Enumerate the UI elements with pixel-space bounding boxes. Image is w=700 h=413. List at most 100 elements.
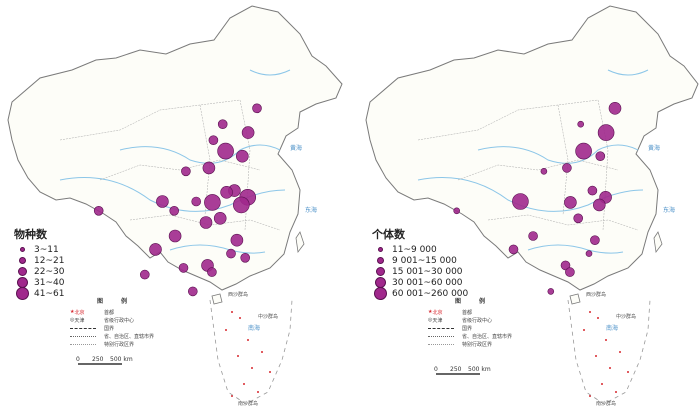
nine-dash-line	[567, 299, 651, 405]
sea-label: 南海	[248, 324, 260, 332]
sea-label: 南沙群岛	[238, 400, 258, 407]
individuals-legend: 个体数 11~9 000 9 001~15 000 15 001~30 000 …	[372, 226, 469, 300]
map-marker	[608, 102, 622, 115]
map-marker	[528, 231, 538, 241]
scale-label: 0	[434, 366, 438, 373]
map-marker	[213, 212, 227, 225]
species-map: 黄海 东海 南海 西沙群岛 中沙群岛 南沙群岛	[7, 5, 343, 407]
rivers	[417, 69, 649, 254]
key-row: 省、自治区、直辖市界	[428, 332, 518, 340]
map-marker	[540, 168, 548, 175]
hainan-island	[211, 293, 223, 305]
map-marker	[168, 229, 182, 243]
key-label: 国界	[462, 325, 473, 332]
key-label: 首都	[462, 309, 473, 316]
map-marker	[230, 233, 244, 247]
map-marker	[547, 288, 555, 295]
map-marker	[217, 119, 228, 129]
admin-symbol: ◎ 天津	[428, 317, 443, 324]
map-marker	[202, 161, 216, 175]
map-key: 图 例 ★ 北京 首都 ◎ 天津 省级行政中心 国界 省、自治区、直辖市界 特别行政区界	[428, 296, 518, 348]
nine-dash-line	[209, 299, 293, 405]
legend-row: 9 001~15 000	[372, 255, 468, 266]
taiwan-island	[653, 231, 663, 254]
markers-layer	[93, 103, 262, 297]
legend-row: 41~61	[14, 287, 65, 300]
individuals-map: 黄海 东海 南海 西沙群岛 中沙群岛 南沙群岛	[365, 5, 699, 407]
map-marker	[575, 142, 592, 160]
scale-label: 250	[92, 356, 104, 363]
legend-title: 个体数	[372, 228, 405, 241]
sea-label: 黄海	[648, 144, 660, 152]
map-marker	[241, 126, 255, 139]
map-marker	[208, 135, 219, 145]
map-marker	[252, 103, 262, 114]
hainan-island	[569, 293, 581, 305]
sea-islands	[583, 311, 629, 397]
legend-label: 31~40	[34, 277, 65, 288]
map-marker	[592, 198, 606, 212]
map-marker	[597, 124, 615, 141]
taiwan-island	[295, 231, 305, 254]
sea-label: 南沙群岛	[596, 400, 616, 407]
map-marker	[236, 149, 249, 163]
map-marker	[508, 244, 519, 255]
key-row: ◎ 天津 省级行政中心	[428, 316, 518, 324]
key-label: 国界	[104, 325, 115, 332]
key-row: ◎ 天津 省级行政中心	[70, 316, 160, 324]
map-marker	[140, 269, 150, 280]
scale-label: 500 km	[110, 356, 133, 363]
map-marker	[240, 252, 250, 263]
key-title: 图 例	[96, 298, 133, 305]
scale-label: 250	[450, 366, 462, 373]
key-label: 省、自治区、直辖市界	[462, 333, 513, 340]
legend-label: 41~61	[34, 288, 65, 299]
map-marker	[564, 196, 577, 209]
capital-symbol: ★ 北京	[428, 309, 443, 316]
key-label: 省级行政中心	[104, 317, 135, 324]
china-outline	[7, 5, 343, 291]
key-title: 图 例	[454, 298, 491, 305]
species-legend: 物种数 3~11 12~21 22~30 31~40 41~61	[14, 226, 65, 300]
legend-label: 3~11	[34, 244, 59, 255]
china-outline	[365, 5, 699, 291]
key-label: 省、自治区、直辖市界	[104, 333, 155, 340]
province-lines	[417, 99, 639, 231]
legend-row: 12~21	[14, 255, 64, 266]
legend-label: 22~30	[34, 266, 65, 277]
map-marker	[590, 235, 600, 245]
capital-symbol: ★ 北京	[70, 309, 85, 316]
map-marker	[93, 206, 104, 216]
sea-label: 西沙群岛	[228, 291, 248, 298]
legend-label: 60 001~260 000	[392, 288, 469, 299]
key-label: 省级行政中心	[462, 317, 493, 324]
map-marker	[156, 195, 169, 208]
map-marker	[453, 207, 461, 215]
legend-label: 15 001~30 000	[392, 266, 463, 277]
map-marker	[178, 263, 189, 273]
sea-label: 西沙群岛	[586, 291, 606, 298]
map-marker	[149, 243, 162, 256]
legend-label: 9 001~15 000	[392, 255, 457, 266]
key-row: ★ 北京 首都	[428, 308, 518, 316]
key-row: 国界	[70, 324, 160, 332]
map-marker	[207, 267, 217, 277]
map-marker	[562, 163, 572, 173]
admin-symbol: ◎ 天津	[70, 317, 85, 324]
legend-row: 22~30	[14, 266, 64, 277]
map-marker	[169, 206, 179, 216]
map-marker	[204, 194, 221, 211]
map-marker	[199, 216, 213, 229]
sea-label: 南海	[606, 324, 618, 332]
key-row: 特别行政区界	[70, 340, 160, 348]
map-marker	[573, 213, 584, 224]
key-row: 特别行政区界	[428, 340, 518, 348]
map-marker	[188, 286, 198, 297]
key-label: 特别行政区界	[462, 341, 493, 348]
sea-label: 中沙群岛	[258, 313, 278, 320]
key-row: 省、自治区、直辖市界	[70, 332, 160, 340]
scale-label: 500 km	[468, 366, 491, 373]
key-row: 国界	[428, 324, 518, 332]
legend-row: 3~11	[14, 244, 64, 255]
